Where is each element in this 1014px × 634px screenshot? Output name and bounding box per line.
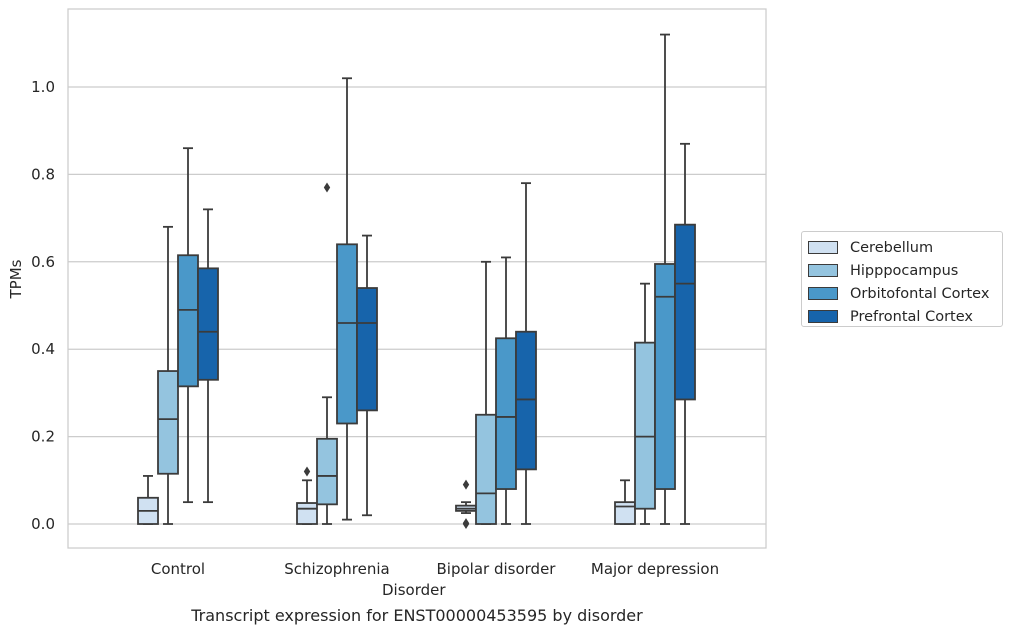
- legend-item-prefrontal-cortex: Prefrontal Cortex: [808, 305, 994, 328]
- box-prefrontal-cortex-major-depression-iqr: [674, 223, 696, 401]
- box-hipppocampus-schizophrenia-iqr: [316, 437, 338, 506]
- boxes: [137, 33, 696, 529]
- box-orbitofontal-cortex-control-iqr: [177, 254, 199, 388]
- box-hipppocampus-schizophrenia-outlier-0: [323, 182, 331, 193]
- box-hipppocampus-control: [157, 225, 179, 525]
- x-tick-label-control: Control: [151, 560, 205, 578]
- y-tick-label-0-6: 0.6: [31, 253, 55, 271]
- y-tick-label-0-4: 0.4: [31, 340, 55, 358]
- box-orbitofontal-cortex-control: [177, 147, 199, 504]
- box-orbitofontal-cortex-bipolar-disorder-iqr: [495, 337, 517, 490]
- x-tick-label-schizophrenia: Schizophrenia: [284, 560, 389, 578]
- box-hipppocampus-schizophrenia: [316, 182, 338, 525]
- box-orbitofontal-cortex-major-depression: [654, 33, 676, 525]
- box-hipppocampus-control-iqr: [157, 370, 179, 475]
- box-prefrontal-cortex-major-depression: [674, 142, 696, 525]
- box-prefrontal-cortex-bipolar-disorder-iqr: [515, 330, 537, 471]
- box-cerebellum-bipolar-disorder-outlier-2: [462, 479, 470, 490]
- legend-label-hippocampus: Hipppocampus: [850, 262, 959, 279]
- legend: Cerebellum Hipppocampus Orbitofontal Cor…: [801, 231, 1003, 327]
- box-hipppocampus-major-depression: [634, 282, 656, 525]
- box-cerebellum-control: [137, 475, 159, 525]
- box-cerebellum-bipolar-disorder-outlier-1: [462, 518, 470, 529]
- box-prefrontal-cortex-bipolar-disorder: [515, 182, 537, 525]
- y-tick-label-0-2: 0.2: [31, 428, 55, 446]
- box-cerebellum-schizophrenia: [296, 466, 318, 525]
- x-tick-label-bipolar-disorder: Bipolar disorder: [437, 560, 557, 578]
- chart-caption: Transcript expression for ENST0000045359…: [191, 606, 643, 625]
- legend-label-cerebellum: Cerebellum: [850, 239, 934, 256]
- box-prefrontal-cortex-control: [197, 208, 219, 504]
- legend-swatch-cerebellum: [808, 241, 838, 254]
- box-cerebellum-major-depression: [614, 479, 636, 525]
- legend-swatch-prefrontal-cortex: [808, 310, 838, 323]
- y-tick-label-0-8: 0.8: [31, 165, 55, 183]
- y-axis-title: TPMs: [7, 259, 25, 299]
- box-hipppocampus-bipolar-disorder: [475, 260, 497, 525]
- box-prefrontal-cortex-control-iqr: [197, 267, 219, 381]
- legend-swatch-hippocampus: [808, 264, 838, 277]
- y-tick-label-0-0: 0.0: [31, 515, 55, 533]
- box-hipppocampus-bipolar-disorder-iqr: [475, 413, 497, 525]
- legend-swatch-orbitofrontal-cortex: [808, 287, 838, 300]
- box-prefrontal-cortex-schizophrenia-iqr: [356, 287, 378, 412]
- legend-label-prefrontal-cortex: Prefrontal Cortex: [850, 308, 973, 325]
- plot-frame: [67, 8, 767, 549]
- y-tick-label-1-0: 1.0: [31, 78, 55, 96]
- x-axis-title: Disorder: [382, 581, 446, 599]
- box-cerebellum-schizophrenia-outlier-0: [303, 466, 311, 477]
- box-cerebellum-bipolar-disorder: [455, 479, 477, 529]
- legend-label-orbitofrontal-cortex: Orbitofontal Cortex: [850, 285, 990, 302]
- box-hipppocampus-major-depression-iqr: [634, 341, 656, 510]
- box-cerebellum-schizophrenia-iqr: [296, 502, 318, 525]
- tick-labels: 0.0 0.2 0.4 0.6 0.8 1.0 Control Schizophrenia Bi…: [31, 78, 719, 578]
- box-orbitofontal-cortex-schizophrenia-iqr: [336, 243, 358, 425]
- box-orbitofontal-cortex-major-depression-iqr: [654, 263, 676, 490]
- legend-item-hippocampus: Hipppocampus: [808, 259, 994, 282]
- legend-item-orbitofrontal-cortex: Orbitofontal Cortex: [808, 282, 994, 305]
- legend-item-cerebellum: Cerebellum: [808, 236, 994, 259]
- x-tick-label-major-depression: Major depression: [591, 560, 719, 578]
- box-prefrontal-cortex-schizophrenia: [356, 234, 378, 517]
- box-cerebellum-major-depression-iqr: [614, 501, 636, 525]
- box-orbitofontal-cortex-bipolar-disorder: [495, 256, 517, 525]
- box-orbitofontal-cortex-schizophrenia: [336, 77, 358, 521]
